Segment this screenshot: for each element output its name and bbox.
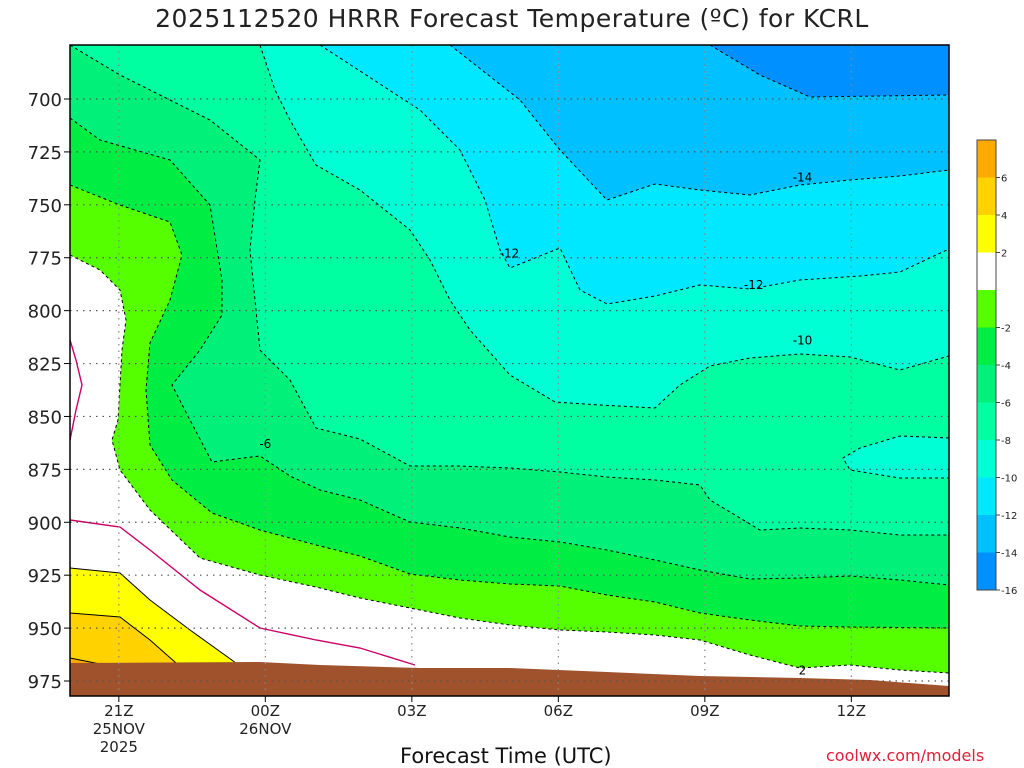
y-tick-label: 800 xyxy=(28,302,62,323)
contour-minus8 xyxy=(70,45,949,536)
contour-lines xyxy=(70,45,949,674)
colorbar-label: -14 xyxy=(1001,549,1017,560)
contour-label: -6 xyxy=(259,437,271,451)
colorbar-label: -2 xyxy=(1001,324,1011,335)
terrain xyxy=(70,662,949,696)
freezing-line-upper xyxy=(70,339,83,441)
colorbar-label: 4 xyxy=(1001,211,1007,222)
contour-label: -12 xyxy=(744,278,764,292)
colorbar-bin xyxy=(977,515,996,553)
y-tick-label: 925 xyxy=(28,566,62,587)
colorbar-bin xyxy=(977,552,996,590)
contour-minus6 xyxy=(70,117,949,586)
credit-link[interactable]: coolwx.com/models xyxy=(826,746,985,765)
colorbar-label: 6 xyxy=(1001,174,1007,185)
x-tick-label: 21Z xyxy=(104,702,133,720)
y-tick-label: 825 xyxy=(28,355,62,376)
x-tick-label: 26NOV xyxy=(239,720,292,738)
contour-label: -14 xyxy=(793,170,813,184)
x-tick-label: 06Z xyxy=(544,702,573,720)
contour-minus12 xyxy=(319,45,949,305)
x-tick-label: 00Z xyxy=(251,702,280,720)
y-tick-label: 725 xyxy=(28,143,62,164)
colorbar-bin xyxy=(977,477,996,515)
y-tick-label: 900 xyxy=(28,513,62,534)
band-minus4-to-minus6 xyxy=(70,45,949,696)
colorbar-bin xyxy=(977,440,996,478)
x-tick-label: 03Z xyxy=(397,702,426,720)
y-axis: 700 725 750 775 800 825 850 875 900 925 950 975 xyxy=(28,90,70,693)
colorbar-label: -10 xyxy=(1001,474,1017,485)
colorbar-label: -16 xyxy=(1001,586,1017,597)
colorbar-bin xyxy=(977,402,996,440)
contour-minus4 xyxy=(70,184,949,629)
contour-label: 2 xyxy=(799,663,807,677)
freezing-line-lower xyxy=(70,519,416,666)
contour-label: -12 xyxy=(500,246,520,260)
colorbar-bin xyxy=(977,177,996,215)
y-tick-label: 850 xyxy=(28,407,62,428)
y-tick-label: 875 xyxy=(28,460,62,481)
temperature-field xyxy=(70,45,949,696)
contour-label: -10 xyxy=(793,333,813,347)
x-tick-label: 09Z xyxy=(690,702,719,720)
contour-minus10 xyxy=(259,45,949,409)
colorbar-bin xyxy=(977,140,996,178)
contour-labels: -14 -12 -12 -10 -6 2 xyxy=(259,170,812,677)
x-tick-label: 12Z xyxy=(837,702,866,720)
colorbar-bin xyxy=(977,327,996,365)
y-tick-label: 750 xyxy=(28,196,62,217)
colorbar: 6 4 2 -2 -4 -6 -8 -10 -12 -14 -16 xyxy=(976,139,1017,597)
contour-2 xyxy=(70,567,237,664)
contour-minus12-closed xyxy=(842,435,949,479)
band-minus10-to-minus12-lower xyxy=(843,436,949,478)
y-tick-label: 975 xyxy=(28,672,62,693)
colorbar-label: -6 xyxy=(1001,399,1011,410)
colorbar-label: -8 xyxy=(1001,436,1011,447)
colorbar-bin xyxy=(977,365,996,403)
colorbar-bin xyxy=(977,215,996,253)
colorbar-label: 2 xyxy=(1001,249,1007,260)
x-tick-label: 25NOV xyxy=(93,720,146,738)
colorbar-label: -4 xyxy=(1001,361,1011,372)
grid xyxy=(70,45,949,696)
x-axis-label: Forecast Time (UTC) xyxy=(400,744,612,768)
band-minus2-to-2 xyxy=(70,255,949,696)
contour-minus2 xyxy=(70,254,949,674)
x-tick-label: 2025 xyxy=(100,738,138,756)
colorbar-bin xyxy=(977,290,996,328)
chart-title: 2025112520 HRRR Forecast Temperature (ºC… xyxy=(155,4,869,33)
colorbar-label: -12 xyxy=(1001,511,1017,522)
contour-minus16 xyxy=(709,45,949,98)
freezing-line xyxy=(70,339,416,666)
y-tick-label: 775 xyxy=(28,249,62,270)
colorbar-bin xyxy=(977,252,996,290)
y-tick-label: 700 xyxy=(28,90,62,111)
y-tick-label: 950 xyxy=(28,619,62,640)
plot-frame xyxy=(69,44,950,697)
